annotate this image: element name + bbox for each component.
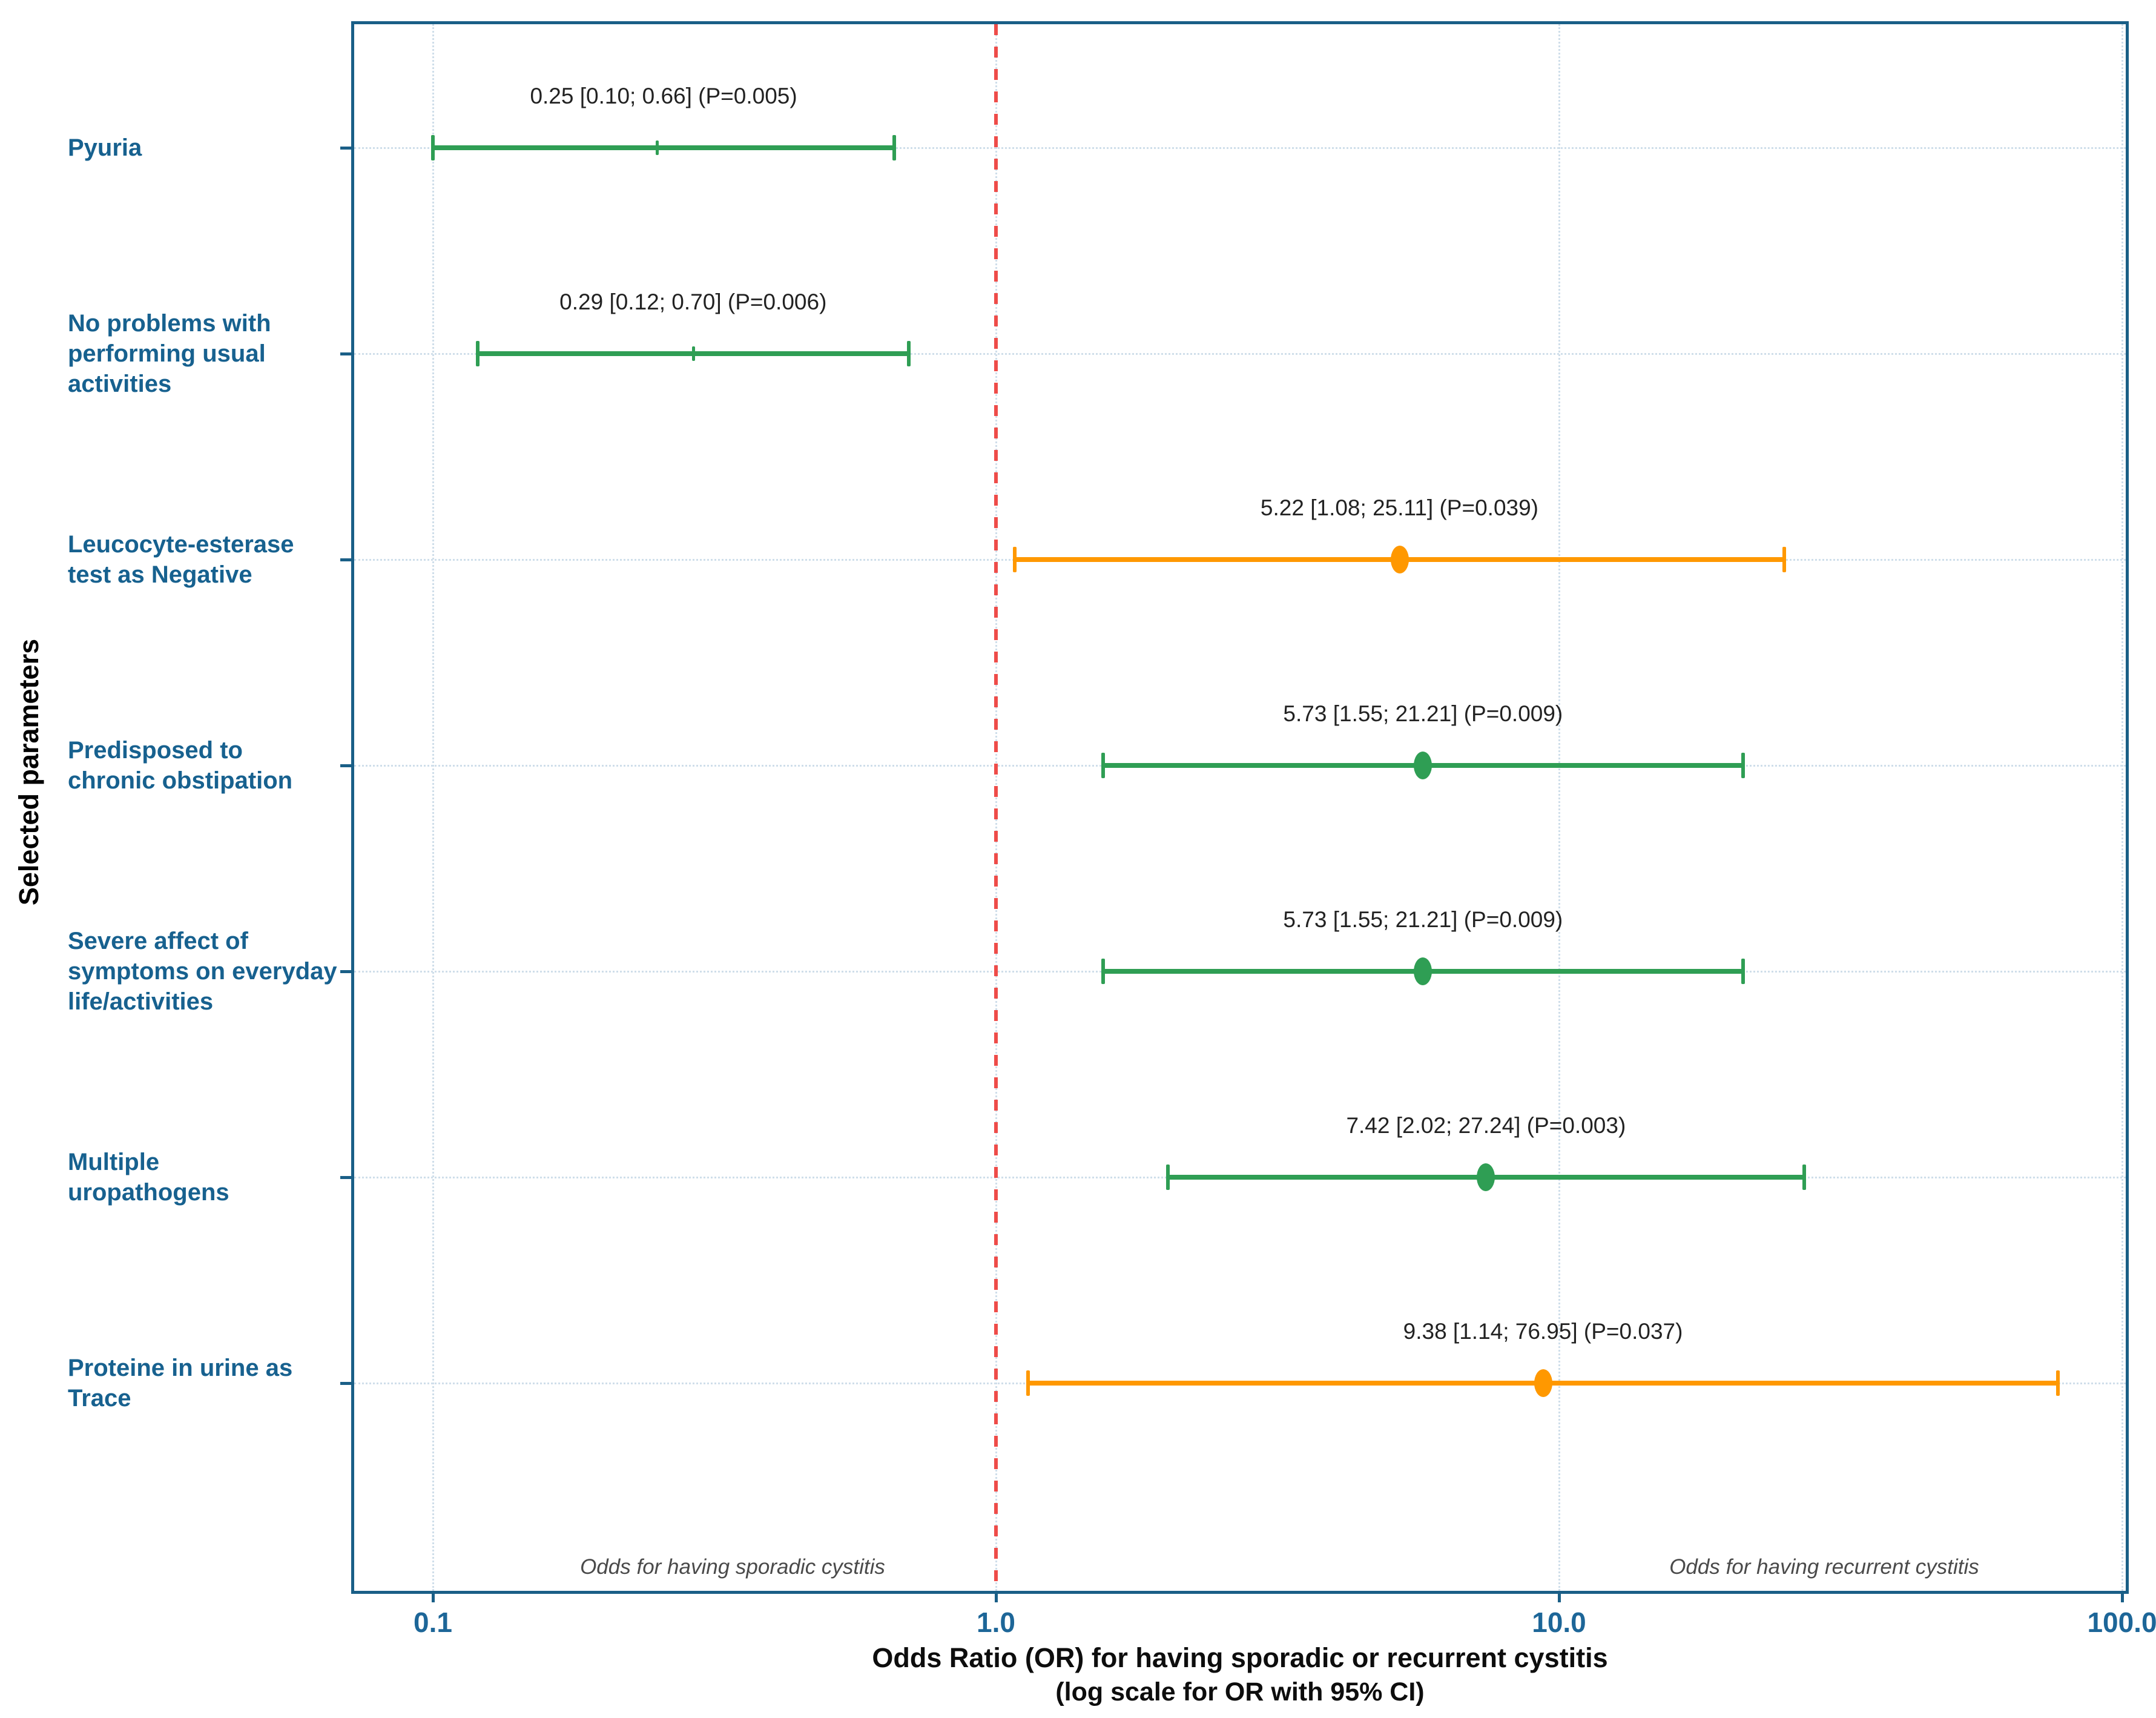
ci-cap-high [1782,547,1786,572]
ci-cap-low [1026,1370,1030,1396]
or-point-marker [1477,1163,1495,1191]
x-axis-title-line1: Odds Ratio (OR) for having sporadic or r… [872,1642,1608,1673]
reference-line-or-1 [994,24,998,1591]
ci-cap-high [1802,1165,1806,1190]
ci-cap-low [475,341,480,366]
ci-cap-high [2056,1370,2060,1396]
y-axis-tick [340,1382,351,1385]
row-label: Severe affect of symptoms on everyday li… [68,928,337,1015]
vertical-gridline [2121,24,2123,1591]
or-ci-annotation: 0.29 [0.12; 0.70] (P=0.006) [559,289,827,314]
x-axis-title: Odds Ratio (OR) for having sporadic or r… [351,1642,2129,1707]
horizontal-gridline [354,147,2126,149]
x-axis-tick [2121,1594,2124,1602]
or-ci-annotation: 5.73 [1.55; 21.21] (P=0.009) [1283,701,1563,726]
or-center-tick [656,140,659,155]
or-ci-annotation: 0.25 [0.10; 0.66] (P=0.005) [530,84,797,108]
ci-cap-high [906,341,911,366]
row-label: Leucocyte-esterase test as Negative [68,531,294,588]
y-axis-tick [340,352,351,355]
row-label: Proteine in urine as Trace [68,1355,293,1412]
row-label: No problems with performing usual activi… [68,310,271,397]
x-tick-label: 1.0 [977,1607,1015,1638]
y-axis-tick [340,1176,351,1179]
y-axis-tick [340,558,351,561]
vertical-gridline [1558,24,1560,1591]
or-point-marker [1391,546,1409,573]
x-axis-title-line2: (log scale for OR with 95% CI) [1055,1677,1425,1706]
ci-cap-high [1741,959,1745,984]
ci-bar [433,145,895,150]
y-axis-tick [340,970,351,973]
y-axis-tick [340,147,351,150]
or-point-marker [1534,1369,1553,1397]
or-ci-annotation: 9.38 [1.14; 76.95] (P=0.037) [1403,1319,1683,1344]
vertical-gridline [432,24,434,1591]
x-axis-tick [1558,1594,1561,1602]
y-axis-tick [340,764,351,767]
ci-cap-low [1101,959,1105,984]
right-direction-note: Odds for having recurrent cystitis [1669,1555,1979,1579]
left-direction-note: Odds for having sporadic cystitis [580,1555,885,1579]
or-ci-annotation: 5.73 [1.55; 21.21] (P=0.009) [1283,907,1563,932]
ci-cap-low [431,135,435,160]
x-axis-tick [995,1594,998,1602]
or-point-marker [1414,957,1432,985]
ci-cap-low [1165,1165,1170,1190]
ci-cap-low [1101,753,1105,778]
horizontal-gridline [354,353,2126,355]
row-label: Multiple uropathogens [68,1149,229,1206]
ci-cap-high [892,135,897,160]
row-label: Pyuria [68,134,142,161]
plot-area [351,21,2129,1594]
or-ci-annotation: 7.42 [2.02; 27.24] (P=0.003) [1346,1113,1626,1138]
x-tick-label: 100.0 [2087,1607,2156,1638]
ci-cap-low [1013,547,1017,572]
row-label: Predisposed to chronic obstipation [68,737,293,794]
x-tick-label: 10.0 [1532,1607,1586,1638]
or-center-tick [692,346,696,361]
x-tick-label: 0.1 [414,1607,452,1638]
ci-cap-high [1741,753,1745,778]
or-ci-annotation: 5.22 [1.08; 25.11] (P=0.039) [1260,495,1539,520]
y-axis-title: Selected parameters [13,638,44,906]
x-axis-tick [432,1594,435,1602]
or-point-marker [1414,752,1432,779]
